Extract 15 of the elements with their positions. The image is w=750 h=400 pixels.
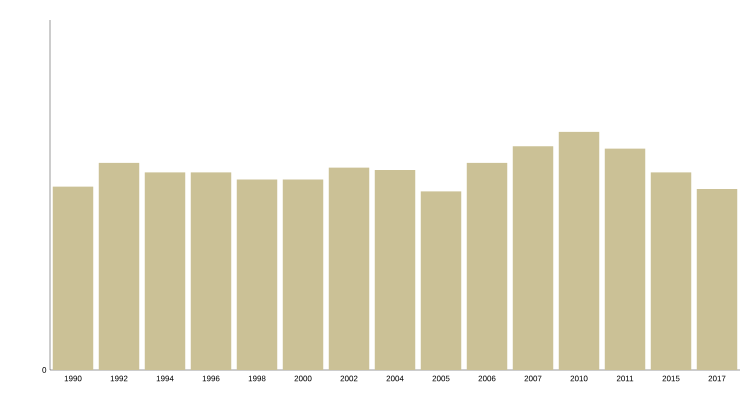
bar	[98, 162, 140, 370]
bar	[420, 191, 462, 370]
bar	[604, 148, 646, 370]
bar	[144, 172, 186, 370]
bar	[512, 146, 554, 370]
bar	[650, 172, 692, 370]
bar	[558, 132, 600, 370]
bar	[52, 186, 94, 370]
bar	[374, 170, 416, 370]
bar	[696, 189, 738, 370]
bar	[190, 172, 232, 370]
bar	[236, 180, 278, 370]
bar	[282, 180, 324, 370]
bar	[328, 168, 370, 370]
bar	[466, 162, 508, 370]
